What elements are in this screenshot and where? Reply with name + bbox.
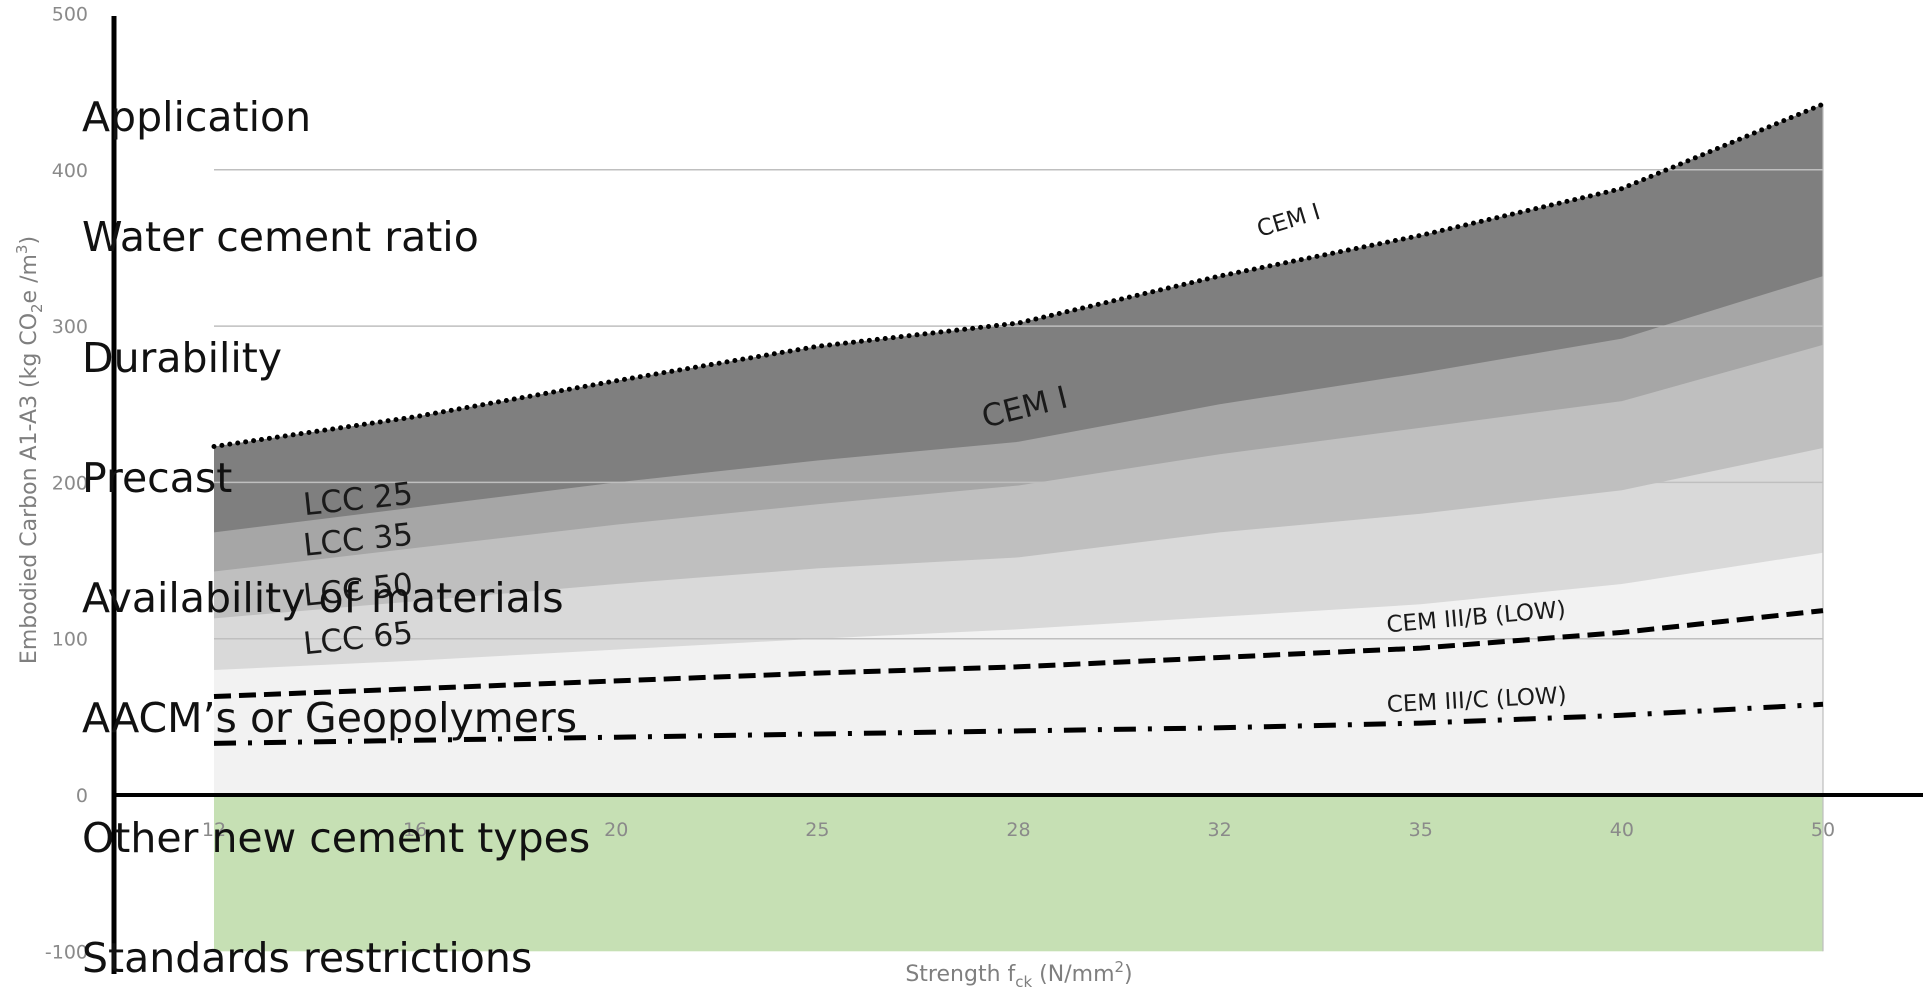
x-tick-label: 16: [403, 819, 427, 841]
overlay-label-availability-of-materials: Availability of materials: [82, 574, 564, 622]
x-tick-labels: 12 16 20 25 28 32 35 40 50: [202, 819, 1835, 841]
overlay-label-durability: Durability: [82, 334, 282, 382]
x-tick-label: 20: [604, 819, 628, 841]
y-tick-label: 200: [52, 472, 88, 494]
line-cem-iii-b-low: [213, 608, 1824, 699]
line-cem-iii-c-low: [213, 701, 1824, 746]
x-tick-label: 35: [1409, 819, 1433, 841]
y-tick-label: 400: [52, 160, 88, 182]
overlay-label-precast: Precast: [82, 454, 232, 502]
y-tick-label: -100: [45, 941, 88, 963]
x-tick-label: 50: [1811, 819, 1835, 841]
line-cem-i: [211, 101, 1826, 449]
x-axis-title: Strength fck (N/mm2): [905, 958, 1132, 991]
overlay-factor-labels: Application Water cement ratio Durabilit…: [82, 93, 590, 982]
gridlines: [214, 104, 1824, 952]
axes: [111, 16, 1923, 974]
series-lines: [211, 101, 1826, 746]
y-tick-label: 0: [76, 785, 88, 807]
overlay-label-application: Application: [82, 93, 311, 141]
x-tick-label: 28: [1006, 819, 1030, 841]
x-tick-label: 12: [202, 819, 226, 841]
y-axis-title: Embodied Carbon A1-A3 (kg CO2e /m3): [13, 236, 46, 664]
x-tick-label: 25: [805, 819, 829, 841]
y-tick-label: 500: [52, 4, 88, 26]
area-lcc-65: [214, 552, 1823, 795]
curve-label-cem-i: CEM I: [1254, 199, 1323, 243]
y-tick-label: 100: [52, 629, 88, 651]
x-tick-label: 32: [1208, 819, 1232, 841]
overlay-label-other-new-cement-types: Other new cement types: [82, 814, 590, 862]
overlay-label-water-cement-ratio: Water cement ratio: [82, 213, 479, 261]
negative-region: [214, 795, 1823, 952]
overlay-label-aacms-or-geopolymers: AACM’s or Geopolymers: [82, 694, 577, 742]
x-tick-label: 40: [1610, 819, 1634, 841]
overlay-label-standards-restrictions: Standards restrictions: [82, 934, 532, 982]
y-tick-label: 300: [52, 316, 88, 338]
y-tick-labels: -100 0 100 200 300 400 500: [45, 4, 88, 964]
